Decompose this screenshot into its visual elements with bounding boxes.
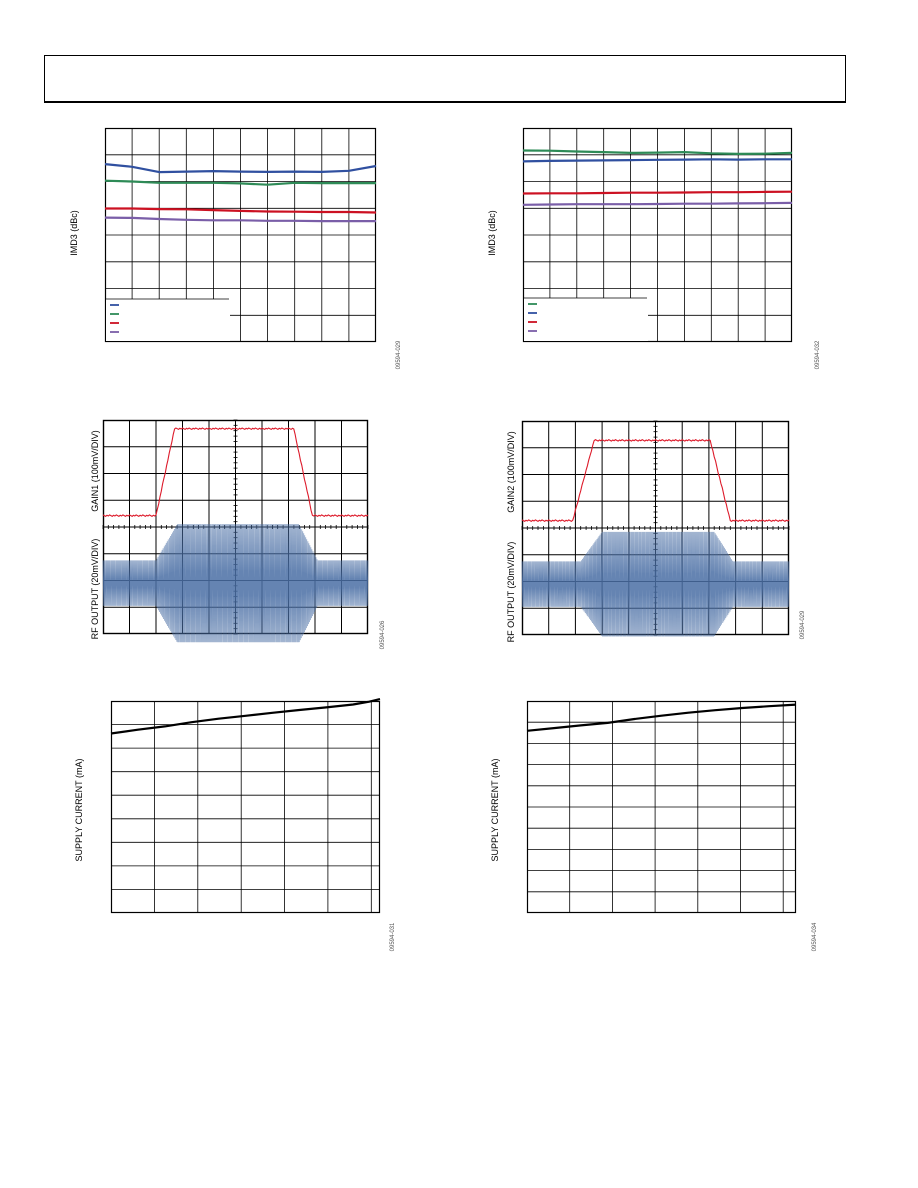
scope-left-figure-code: 09594-026: [380, 620, 386, 650]
scope-frame: [102, 419, 369, 635]
scope-capture-left: [102, 419, 369, 643]
supply-left-figure-code: 09594-031: [390, 922, 396, 952]
supply-right-ylabel: SUPPLY CURRENT (mA): [490, 758, 500, 862]
rf-output-trace: [102, 524, 369, 643]
page-header-box: [44, 55, 846, 103]
plot-frame: [526, 700, 797, 914]
gain-trace: [102, 427, 369, 517]
gain-trace: [521, 439, 790, 522]
scope-capture-right: [521, 420, 790, 637]
rf-output-trace: [521, 531, 790, 637]
scope-right-rf-ylabel: RF OUTPUT (20mV/DIV): [506, 541, 516, 643]
scope-left-gain-ylabel: GAIN1 (100mV/DIV): [90, 430, 100, 512]
supply-left-ylabel: SUPPLY CURRENT (mA): [74, 758, 84, 862]
imd3-chart-right: [522, 127, 793, 343]
page-header-rule: [44, 101, 846, 103]
supply-current-series-1-line: [110, 698, 381, 735]
supply-current-chart-right: [526, 700, 797, 914]
imd3-right-figure-code: 09594-032: [815, 340, 821, 370]
scope-left-rf-ylabel: RF OUTPUT (20mV/DIV): [90, 538, 100, 640]
imd3-series-4-line: [104, 216, 376, 223]
imd3-series-2-line: [522, 158, 792, 163]
supply-right-figure-code: 09594-034: [812, 922, 818, 952]
supply-current-chart-left: [110, 698, 381, 914]
scope-right-figure-code: 09594-029: [800, 610, 806, 640]
plot-frame: [110, 700, 381, 914]
plot-frame: [522, 127, 793, 343]
imd3-series-1-line: [522, 149, 793, 155]
imd3-left-ylabel: IMD3 (dBc): [69, 210, 79, 256]
plot-frame: [104, 127, 377, 343]
imd3-left-figure-code: 09594-029: [396, 340, 402, 370]
scope-right-gain-ylabel: GAIN2 (100mV/DIV): [506, 431, 516, 513]
legend-panel: [524, 298, 648, 341]
imd3-series-2-line: [104, 179, 376, 186]
imd3-series-3-line: [522, 190, 793, 195]
legend-panel: [106, 299, 230, 341]
supply-current-series-1-line: [526, 703, 797, 732]
imd3-right-ylabel: IMD3 (dBc): [487, 210, 497, 256]
imd3-chart-left: [104, 127, 377, 343]
imd3-series-3-line: [105, 207, 377, 214]
scope-frame: [521, 420, 790, 636]
imd3-series-4-line: [522, 201, 793, 206]
imd3-series-1-line: [104, 163, 377, 174]
